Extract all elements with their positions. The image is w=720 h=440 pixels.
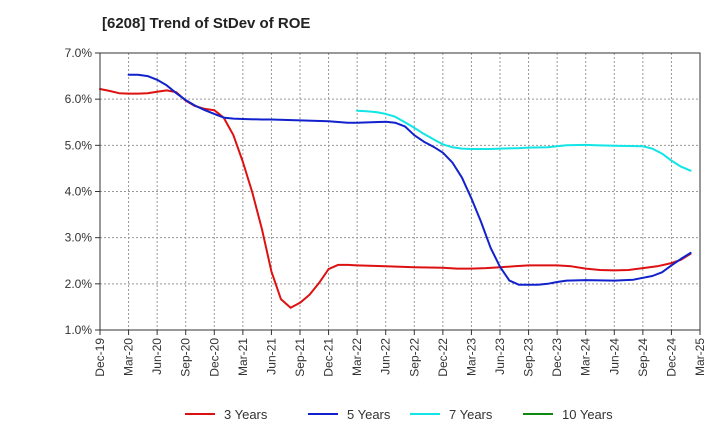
y-tick-label: 2.0% — [65, 277, 93, 291]
x-tick-label: Dec-21 — [322, 338, 336, 377]
y-tick-labels: 1.0% 2.0% 3.0% 4.0% 5.0% 6.0% 7.0% — [65, 46, 93, 337]
x-tick-label: Dec-19 — [93, 338, 107, 377]
x-tick-label: Jun-24 — [607, 338, 621, 375]
x-tick-label: Jun-20 — [150, 338, 164, 375]
legend-label: 10 Years — [562, 407, 613, 422]
y-tick-label: 1.0% — [65, 323, 93, 337]
x-tick-label: Mar-21 — [236, 338, 250, 376]
legend-label: 7 Years — [449, 407, 493, 422]
series-line-5-years — [127, 73, 692, 286]
plot-area-border — [99, 52, 701, 331]
x-tick-label: Mar-23 — [464, 338, 478, 376]
x-tick-label: Mar-22 — [350, 338, 364, 376]
x-tick-label: Sep-20 — [179, 338, 193, 377]
series-line-7-years — [356, 109, 692, 172]
x-tick-label: Mar-25 — [693, 338, 707, 376]
x-tick-label: Jun-21 — [264, 338, 278, 375]
x-tick-label: Mar-24 — [579, 338, 593, 376]
x-tick-label: Dec-20 — [207, 338, 221, 377]
y-tick-label: 6.0% — [65, 92, 93, 106]
x-tick-label: Sep-22 — [407, 338, 421, 377]
y-tick-label: 7.0% — [65, 46, 93, 60]
y-tick-label: 3.0% — [65, 231, 93, 245]
legend: 3 Years 5 Years 7 Years 10 Years — [185, 407, 613, 422]
x-tick-label: Sep-24 — [636, 338, 650, 377]
legend-label: 3 Years — [224, 407, 268, 422]
x-tick-label: Jun-23 — [493, 338, 507, 375]
series-lines — [99, 73, 692, 309]
y-tick-label: 5.0% — [65, 138, 93, 152]
x-tick-label: Dec-24 — [664, 338, 678, 377]
chart-title: [6208] Trend of StDev of ROE — [102, 15, 311, 32]
legend-label: 5 Years — [347, 407, 391, 422]
x-tick-label: Dec-22 — [436, 338, 450, 377]
x-tick-label: Sep-21 — [293, 338, 307, 377]
grid-lines — [100, 53, 700, 330]
x-tick-label: Mar-20 — [122, 338, 136, 376]
x-tick-label: Sep-23 — [522, 338, 536, 377]
x-tick-label: Dec-23 — [550, 338, 564, 377]
y-tick-label: 4.0% — [65, 185, 93, 199]
x-tick-labels: Dec-19 Mar-20 Jun-20 Sep-20 Dec-20 Mar-21 Jun-… — [93, 338, 707, 377]
x-tick-label: Jun-22 — [379, 338, 393, 375]
plot-frame — [95, 52, 701, 335]
